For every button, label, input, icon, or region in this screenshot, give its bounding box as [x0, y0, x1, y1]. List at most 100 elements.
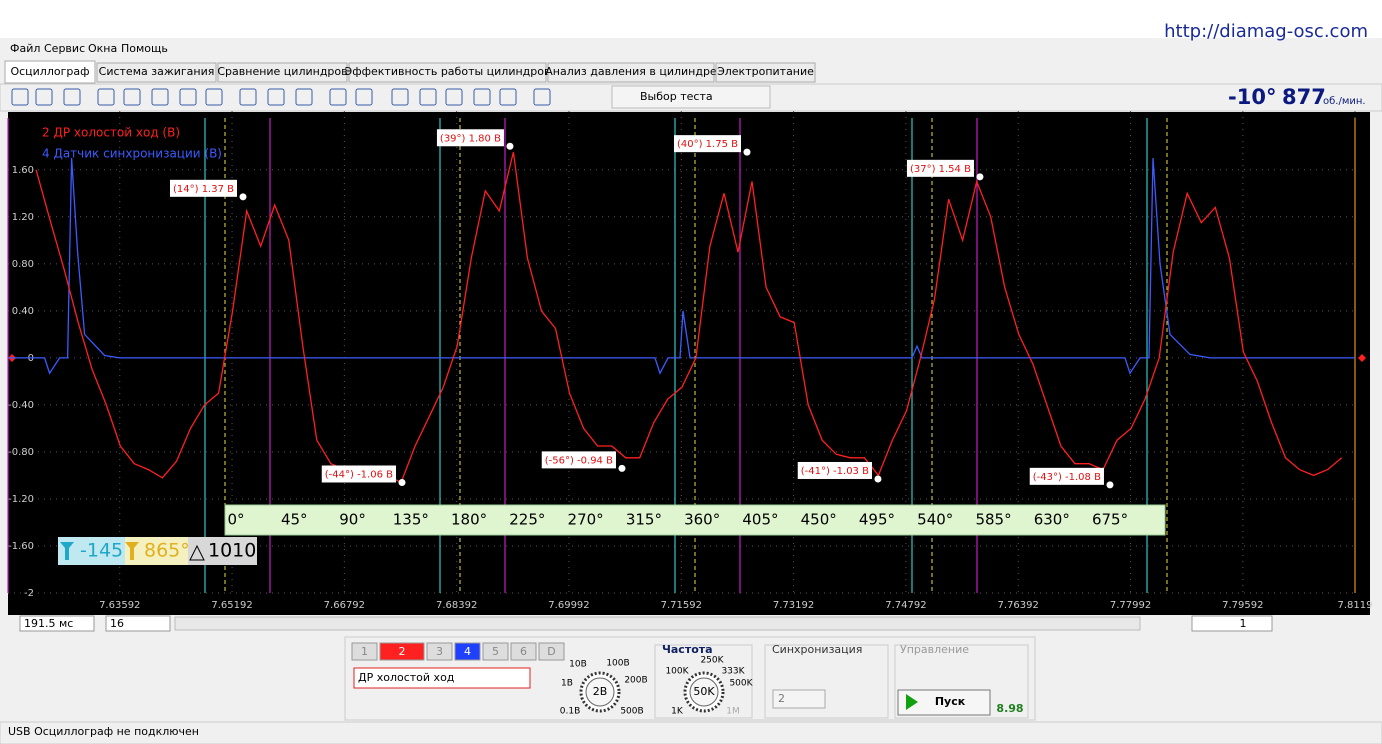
- menu-item[interactable]: Окна: [88, 42, 117, 55]
- volt-knob-label: 200В: [624, 676, 647, 686]
- tab[interactable]: [348, 62, 547, 83]
- channel-label[interactable]: D: [547, 645, 555, 658]
- toolbar-icon[interactable]: [205, 88, 223, 106]
- volt-knob-label: 0.1В: [560, 707, 581, 717]
- channel-label[interactable]: 2: [399, 645, 406, 658]
- annotation-label: (40°) 1.75 В: [677, 139, 738, 150]
- tab[interactable]: [715, 62, 816, 83]
- annotation-box: [169, 179, 238, 197]
- menu-item[interactable]: Помощь: [121, 42, 168, 55]
- start-label[interactable]: Пуск: [935, 695, 966, 708]
- menu-item[interactable]: Файл: [10, 42, 40, 55]
- rpm-readout: 877: [1282, 85, 1326, 109]
- channel-button[interactable]: [379, 642, 425, 661]
- toolbar-icon[interactable]: [35, 88, 53, 106]
- y-tick-label: -1.60: [8, 541, 34, 552]
- channel-button[interactable]: [454, 642, 481, 661]
- control-title: Управление: [900, 643, 969, 656]
- toolbar-icon[interactable]: [499, 88, 517, 106]
- menu-item[interactable]: Сервис: [44, 42, 85, 55]
- toolbar-icon[interactable]: [151, 88, 169, 106]
- freq-knob-value[interactable]: 50K: [693, 685, 715, 698]
- freq-knob-label: 1M: [726, 707, 740, 717]
- x-tick-label: 7.79592: [1222, 600, 1263, 611]
- freq-knob-label: 250K: [700, 656, 724, 666]
- angle-label: 270°: [568, 511, 604, 529]
- y-tick-label: 0.40: [12, 306, 34, 317]
- channel-name[interactable]: ДР холостой ход: [358, 671, 455, 684]
- legend-entry: 2 ДР холостой ход (В): [42, 126, 180, 140]
- toolbar-icon[interactable]: [391, 88, 409, 106]
- tab-label[interactable]: Сравнение цилиндров: [217, 65, 347, 78]
- channel-label[interactable]: 1: [361, 645, 368, 658]
- volt-knob-value[interactable]: 2В: [593, 685, 608, 698]
- toolbar-icon[interactable]: [11, 88, 29, 106]
- toolbar-icon[interactable]: [179, 88, 197, 106]
- volt-knob-face[interactable]: [585, 677, 615, 707]
- toolbar-icon[interactable]: [473, 88, 491, 106]
- toolbar-icon[interactable]: [329, 88, 347, 106]
- angle-label: 450°: [801, 511, 837, 529]
- channel-label[interactable]: 5: [492, 645, 499, 658]
- toolbar-icon[interactable]: [267, 88, 285, 106]
- test-select-label[interactable]: Выбор теста: [640, 90, 713, 103]
- toolbar-icon[interactable]: [533, 88, 551, 106]
- tab[interactable]: [217, 62, 348, 83]
- page-field[interactable]: [1191, 615, 1273, 632]
- channel-label[interactable]: 6: [520, 645, 527, 658]
- toolbar-icon[interactable]: [355, 88, 373, 106]
- x-tick-label: 7.77992: [1110, 600, 1151, 611]
- x-tick-label: 7.73192: [773, 600, 814, 611]
- count-value[interactable]: 16: [110, 617, 124, 630]
- tab-label[interactable]: Осциллограф: [10, 65, 89, 78]
- annotation-point: [874, 475, 882, 483]
- toolbar-icon[interactable]: [123, 88, 141, 106]
- toolbar-icon[interactable]: [239, 88, 257, 106]
- toolbar-icon[interactable]: [97, 88, 115, 106]
- sync-select[interactable]: [772, 689, 826, 709]
- freq-group: [654, 644, 753, 719]
- tab-label[interactable]: Анализ давления в цилиндре: [545, 65, 717, 78]
- annotation-box: [906, 159, 974, 177]
- tab[interactable]: [96, 62, 217, 83]
- angle-label: 180°: [451, 511, 487, 529]
- channel-name-input[interactable]: [353, 667, 531, 689]
- x-tick-label: 7.71592: [661, 600, 702, 611]
- sync-channel[interactable]: 2: [778, 692, 785, 705]
- count-select[interactable]: [105, 615, 171, 632]
- tab-label[interactable]: Эффективность работы цилиндров: [345, 65, 551, 78]
- page-value[interactable]: 1: [1240, 617, 1247, 630]
- angle-label: 495°: [859, 511, 895, 529]
- tab[interactable]: [4, 60, 96, 84]
- site-url[interactable]: http://diamag-osc.com: [1164, 21, 1368, 42]
- timebase-value[interactable]: 191.5 мс: [24, 617, 73, 630]
- channel-label[interactable]: 3: [436, 645, 443, 658]
- annotation-point: [239, 193, 247, 201]
- toolbar-icon[interactable]: [63, 88, 81, 106]
- test-select[interactable]: [611, 85, 771, 109]
- channel-button[interactable]: [538, 642, 565, 661]
- freq-knob-face[interactable]: [689, 677, 719, 707]
- channel-button[interactable]: [351, 642, 378, 661]
- timebase-select[interactable]: [19, 615, 95, 632]
- scrollbar[interactable]: [174, 616, 1141, 631]
- tab[interactable]: [547, 62, 715, 83]
- y-tick-label: 1.60: [12, 165, 34, 176]
- angle-scale: [224, 504, 1166, 536]
- channel-label[interactable]: 4: [464, 645, 471, 658]
- control-value: 8.98: [996, 702, 1023, 715]
- channel-button[interactable]: [482, 642, 509, 661]
- toolbar-icon[interactable]: [445, 88, 463, 106]
- volt-knob-label: 100В: [606, 659, 629, 669]
- annotation-label: (-41°) -1.03 В: [801, 466, 869, 477]
- toolbar-icon[interactable]: [419, 88, 437, 106]
- toolbar-icon[interactable]: [295, 88, 313, 106]
- readout-left-value: -145: [80, 540, 123, 562]
- tab-label[interactable]: Система зажигания: [99, 65, 215, 78]
- channel-button[interactable]: [510, 642, 537, 661]
- channel-button[interactable]: [426, 642, 453, 661]
- tab-label[interactable]: Электропитание: [717, 65, 814, 78]
- y-tick-label: -2: [24, 588, 34, 599]
- annotation-point: [1106, 481, 1114, 489]
- x-tick-label: 7.68392: [436, 600, 477, 611]
